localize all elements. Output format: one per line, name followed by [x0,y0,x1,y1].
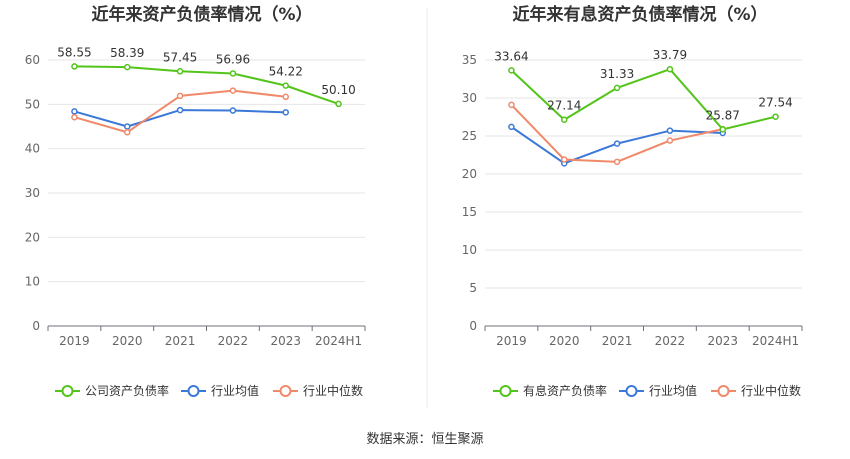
legend-label: 行业中位数 [303,383,363,398]
x-tick-label: 2023 [707,334,738,348]
x-tick-label: 2022 [218,334,249,348]
series-line-0 [510,68,776,131]
x-tick-label: 2021 [165,334,196,348]
x-tick-label: 2022 [655,334,686,348]
chart-debt-ratio: 近年来资产负债率情况（%） 0 10 20 30 40 50 60 2019 2020 2021 20… [25,4,366,398]
y-tick-label: 0 [32,319,40,333]
legend-item-2[interactable]: 行业中位数 [711,383,801,398]
x-tick-label: 2024H1 [752,334,799,348]
data-point[interactable] [666,127,674,134]
data-label: 58.39 [110,46,144,60]
x-tick-label: 2024H1 [315,334,362,348]
y-tick-label: 10 [462,243,477,257]
legend-label: 有息资产负债率 [523,383,607,398]
x-tick-label: 2021 [602,334,633,348]
data-label: 57.45 [163,50,197,64]
y-tick-label: 35 [462,53,477,67]
y-tick-label: 20 [462,167,477,181]
legend-item-2[interactable]: 行业中位数 [273,383,363,398]
data-point[interactable] [772,113,779,120]
data-label: 31.33 [600,67,634,81]
y-tick-label: 10 [25,275,40,289]
data-label: 58.55 [57,45,91,59]
legend-marker-icon [279,385,292,397]
data-label: 33.64 [494,49,528,63]
data-point[interactable] [124,123,131,130]
data-label: 54.22 [269,65,303,79]
x-tick-label: 2023 [270,334,301,348]
data-point[interactable] [561,156,568,163]
data-label: 27.54 [758,96,792,110]
y-tick-label: 25 [462,129,477,143]
chart-title: 近年来有息资产负债率情况（%） [512,4,767,25]
data-label: 25.87 [706,108,740,122]
data-point[interactable] [124,129,131,136]
data-point[interactable] [176,106,184,114]
chart-interest-debt-ratio: 近年来有息资产负债率情况（%） 0 5 10 15 20 25 30 35 2019 2020 202… [462,4,803,398]
legend-label: 行业均值 [649,383,697,398]
x-tick-label: 2020 [112,334,143,348]
y-tick-label: 15 [462,205,477,219]
y-tick-label: 20 [25,230,40,244]
legend-marker-icon [499,385,512,397]
data-point[interactable] [508,67,515,74]
legend-marker-icon [187,385,200,397]
x-tick-label: 2019 [496,334,527,348]
data-point[interactable] [176,68,184,75]
legend-item-1[interactable]: 行业均值 [181,383,259,398]
y-tick-label: 50 [25,97,40,111]
data-point[interactable] [613,158,621,166]
legend-marker-icon [625,385,638,397]
data-label: 56.96 [216,52,250,66]
y-tick-label: 60 [25,53,40,67]
legend-label: 行业均值 [211,383,259,398]
data-point[interactable] [613,84,621,92]
data-label: 27.14 [547,99,581,113]
source-text: 数据来源：恒生聚源 [366,432,483,447]
y-tick-label: 30 [462,91,477,105]
y-tick-label: 40 [25,142,40,156]
legend-marker-icon [61,385,74,397]
data-point[interactable] [508,101,515,109]
data-point[interactable] [229,70,237,77]
data-label: 50.10 [321,83,355,97]
series-line-2 [510,104,723,163]
legend-marker-icon [717,385,730,397]
data-point[interactable] [666,137,674,144]
data-point[interactable] [282,109,289,116]
x-tick-label: 2019 [59,334,90,348]
data-point[interactable] [613,140,621,147]
y-tick-label: 0 [469,319,477,333]
y-tick-label: 30 [25,186,40,200]
legend-label: 行业中位数 [741,383,801,398]
data-point[interactable] [335,100,342,108]
data-point[interactable] [71,63,78,70]
data-point[interactable] [71,108,78,115]
data-point[interactable] [124,63,131,71]
legend-item-0[interactable]: 公司资产负债率 [55,383,169,398]
legend-item-1[interactable]: 行业均值 [619,383,697,398]
legend-label: 公司资产负债率 [85,383,169,398]
data-point[interactable] [508,123,515,131]
data-point[interactable] [176,92,184,100]
data-point[interactable] [229,87,237,94]
legend-item-0[interactable]: 有息资产负债率 [493,383,607,398]
y-tick-label: 5 [469,281,477,295]
data-label: 33.79 [653,48,687,62]
data-point[interactable] [719,126,726,133]
chart-title: 近年来资产负债率情况（%） [91,4,312,25]
series-line-0 [74,65,339,105]
data-point[interactable] [561,116,568,123]
data-point[interactable] [282,82,289,89]
data-point[interactable] [666,65,674,73]
x-tick-label: 2020 [549,334,580,348]
data-point[interactable] [282,93,289,101]
data-point[interactable] [229,107,237,114]
data-point[interactable] [71,113,78,121]
